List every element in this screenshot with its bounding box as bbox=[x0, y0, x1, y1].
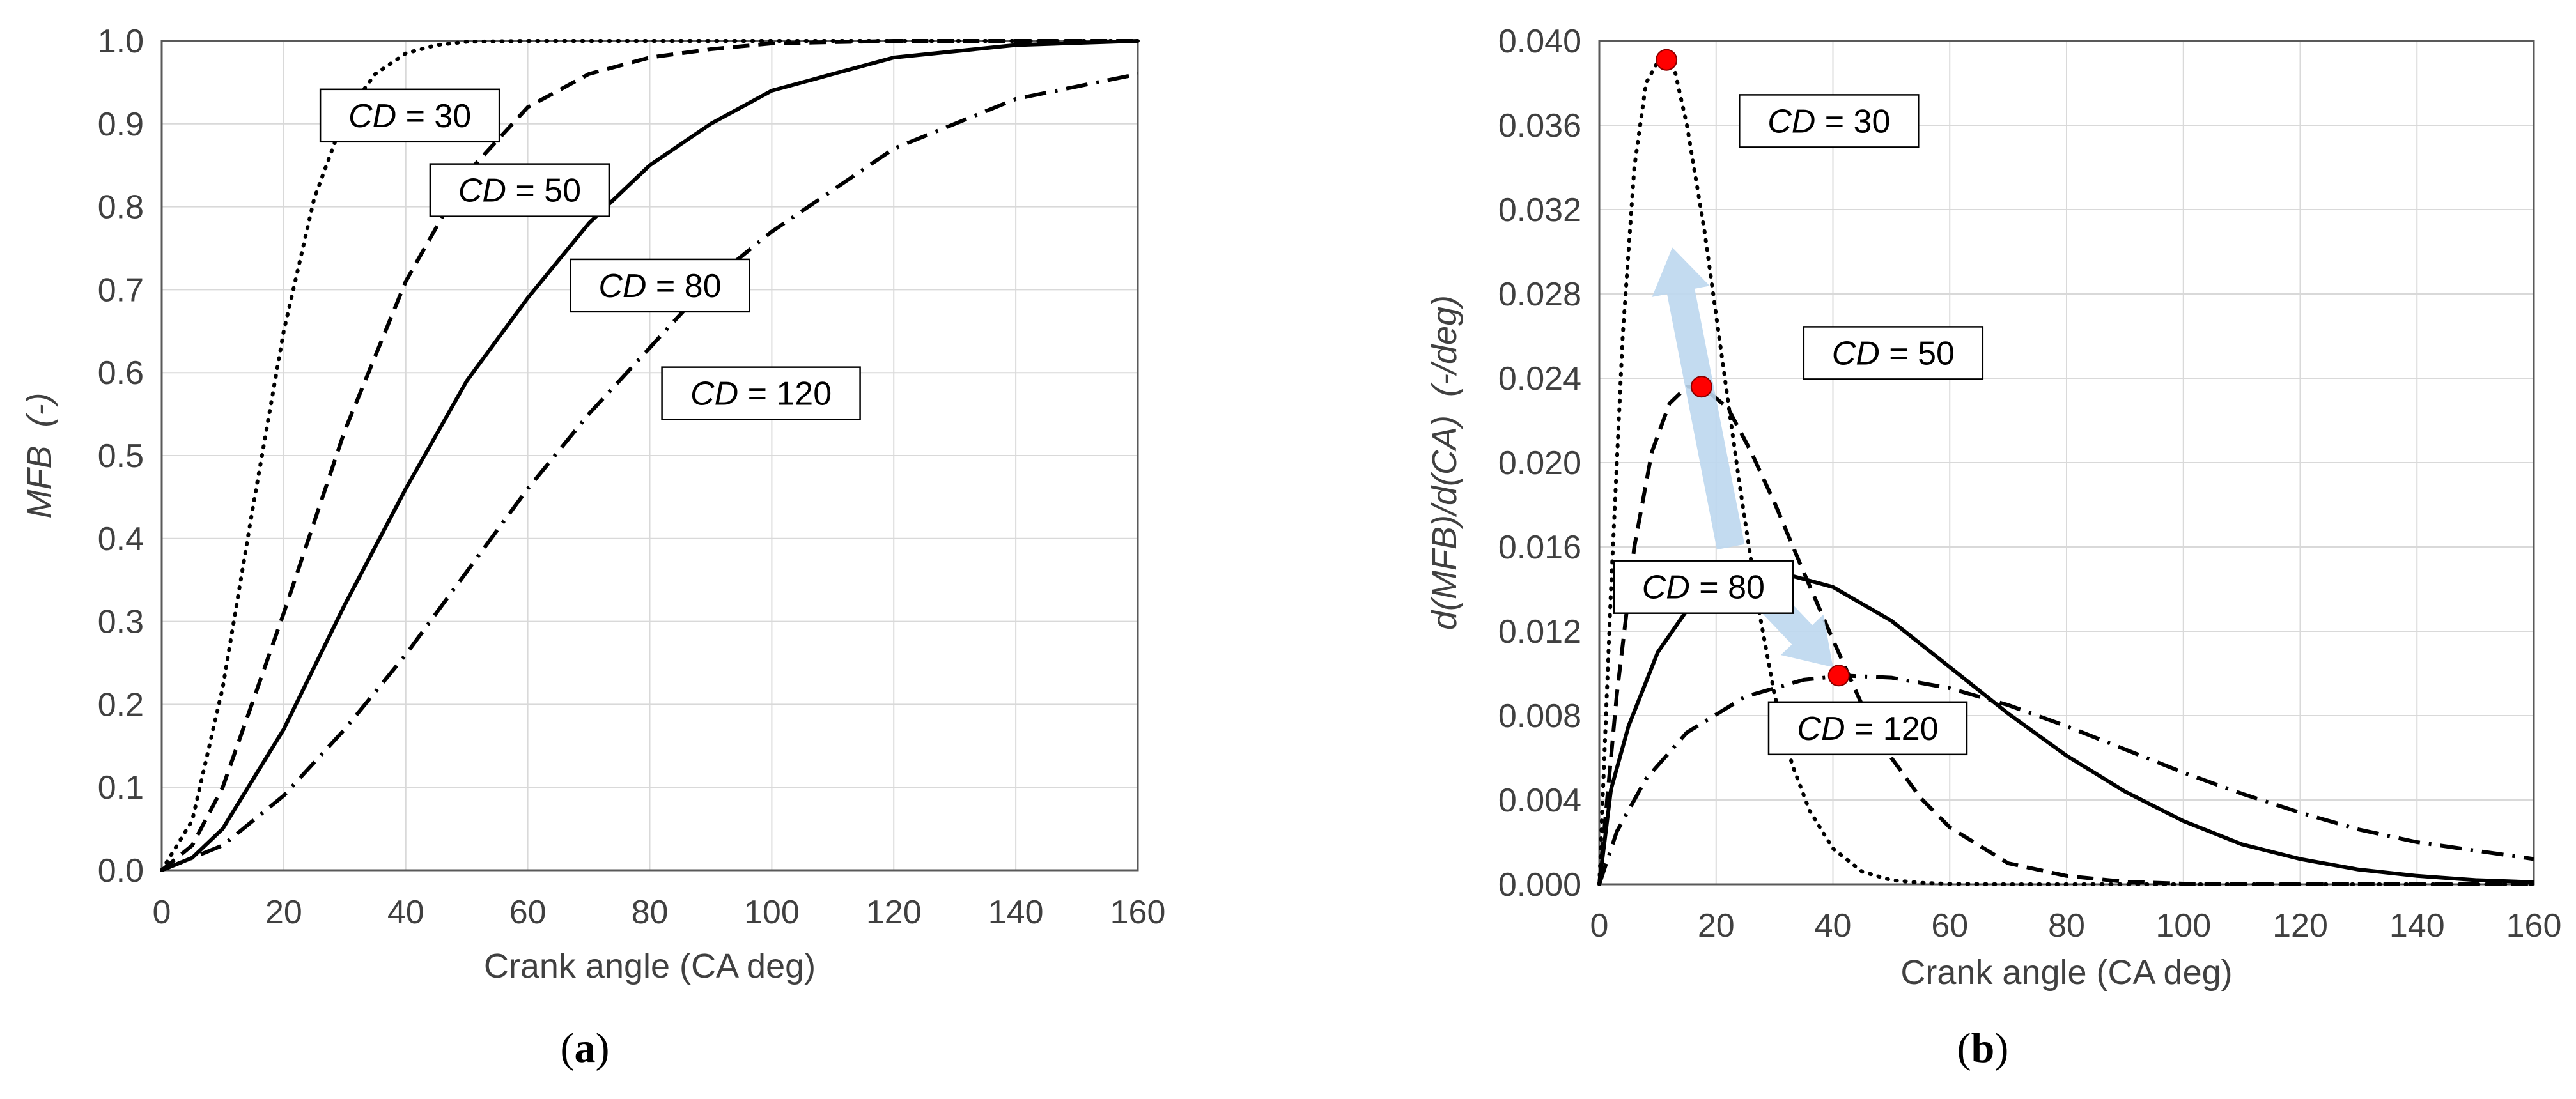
annotation-label: CD = 30 bbox=[348, 98, 471, 135]
x-tick-label: 80 bbox=[2048, 907, 2085, 944]
series-line bbox=[160, 39, 1138, 872]
peak-marker bbox=[1827, 665, 1850, 687]
panel-label: (b) bbox=[1957, 1025, 2009, 1072]
annotation-box bbox=[1767, 701, 1968, 756]
x-tick-label: 100 bbox=[744, 894, 800, 931]
annotation-label: CD = 30 bbox=[1767, 103, 1890, 140]
y-tick-label: 0.040 bbox=[1498, 23, 1581, 60]
annotation-box bbox=[1803, 326, 1984, 380]
x-tick-label: 0 bbox=[1590, 907, 1609, 944]
y-tick-label: 0.4 bbox=[98, 521, 144, 558]
annotation-label: CD = 80 bbox=[598, 268, 721, 305]
y-tick-label: 0.028 bbox=[1498, 276, 1581, 313]
series-line bbox=[1597, 60, 2536, 886]
annotation-label: CD = 80 bbox=[1642, 569, 1765, 606]
plot-frame bbox=[160, 40, 1139, 872]
series-line bbox=[1597, 673, 2534, 885]
y-tick-label: 0.012 bbox=[1498, 613, 1581, 650]
y-axis-title: d(MFB)/d(CA) (-/deg) bbox=[1425, 295, 1464, 630]
x-tick-label: 60 bbox=[1931, 907, 1968, 944]
x-tick-label: 20 bbox=[1698, 907, 1735, 944]
y-tick-label: 0.004 bbox=[1498, 782, 1581, 819]
x-axis-title: Crank angle (CA deg) bbox=[484, 947, 816, 985]
x-tick-label: 120 bbox=[866, 894, 922, 931]
peak-marker bbox=[1656, 49, 1678, 71]
annotation-box bbox=[319, 88, 500, 143]
y-tick-label: 0.008 bbox=[1498, 698, 1581, 735]
y-tick-label: 0.000 bbox=[1498, 866, 1581, 903]
x-tick-label: 160 bbox=[2506, 907, 2562, 944]
y-tick-label: 0.9 bbox=[98, 106, 144, 143]
x-tick-label: 40 bbox=[1815, 907, 1852, 944]
y-tick-label: 0.032 bbox=[1498, 192, 1581, 229]
series-line bbox=[160, 72, 1138, 872]
x-tick-label: 80 bbox=[632, 894, 669, 931]
y-tick-label: 0.2 bbox=[98, 686, 144, 723]
annotation-label: CD = 50 bbox=[1832, 335, 1955, 372]
y-tick-label: 0.5 bbox=[98, 438, 144, 475]
y-tick-label: 1.0 bbox=[98, 23, 144, 60]
annotation-label: CD = 120 bbox=[690, 376, 832, 413]
x-tick-label: 140 bbox=[988, 894, 1044, 931]
annotation-label: CD = 50 bbox=[458, 173, 581, 210]
annotation-box bbox=[429, 163, 610, 217]
y-tick-label: 0.020 bbox=[1498, 445, 1581, 482]
chart-a: 0 20 40 60 80 100 120 140 160 0.0 0.1 0.2 0.3 0.4 0.5 0… bbox=[20, 23, 1165, 1072]
y-axis-title: MFB (-) bbox=[20, 393, 59, 519]
x-tick-label: 100 bbox=[2155, 907, 2211, 944]
x-tick-label: 60 bbox=[509, 894, 547, 931]
y-tick-label: 0.1 bbox=[98, 769, 144, 806]
annotation-box bbox=[1739, 94, 1920, 148]
x-axis-title: Crank angle (CA deg) bbox=[1900, 953, 2232, 992]
y-tick-label: 0.8 bbox=[98, 189, 144, 226]
series-line bbox=[1597, 570, 2534, 885]
series-line bbox=[1597, 385, 2534, 886]
y-tick-label: 0.7 bbox=[98, 272, 144, 309]
x-tick-label: 160 bbox=[1110, 894, 1166, 931]
chart-b: 0 20 40 60 80 100 120 140 160 0.000 0.004 0.008 0.01… bbox=[1425, 23, 2561, 1072]
x-tick-label: 20 bbox=[265, 894, 302, 931]
y-tick-label: 0.036 bbox=[1498, 107, 1581, 144]
annotation-box bbox=[570, 258, 750, 313]
y-tick-label: 0.024 bbox=[1498, 360, 1581, 397]
trend-arrow bbox=[1652, 247, 1745, 550]
x-tick-label: 0 bbox=[153, 894, 171, 931]
y-tick-label: 0.3 bbox=[98, 604, 144, 641]
annotation-box bbox=[661, 366, 861, 420]
panel-label: (a) bbox=[561, 1025, 610, 1072]
x-tick-label: 120 bbox=[2272, 907, 2328, 944]
y-tick-label: 0.6 bbox=[98, 355, 144, 392]
annotation-box bbox=[1613, 560, 1794, 614]
peak-marker bbox=[1690, 376, 1712, 398]
annotation-label: CD = 120 bbox=[1797, 711, 1938, 748]
series-line bbox=[160, 39, 1138, 872]
x-tick-label: 40 bbox=[387, 894, 424, 931]
y-tick-label: 0.016 bbox=[1498, 529, 1581, 566]
x-tick-label: 140 bbox=[2389, 907, 2445, 944]
y-tick-label: 0.0 bbox=[98, 852, 144, 889]
